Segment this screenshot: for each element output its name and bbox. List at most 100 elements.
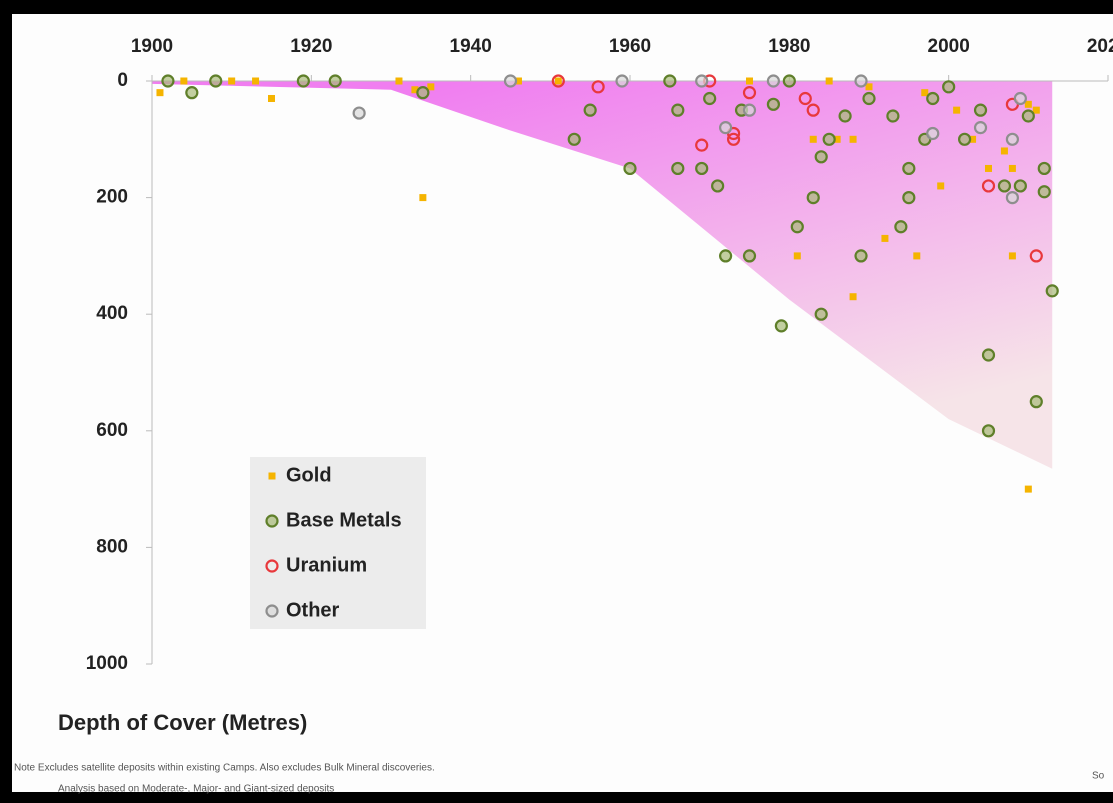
point: [862, 91, 876, 106]
point: [814, 150, 828, 164]
point: [913, 252, 921, 260]
point: [514, 77, 522, 85]
point: [953, 106, 961, 114]
point: [806, 103, 820, 117]
point: [809, 135, 817, 143]
point: [718, 121, 733, 135]
point: [902, 161, 916, 176]
point: [726, 132, 741, 146]
legend-label: Gold: [286, 464, 332, 486]
point: [793, 252, 801, 260]
point: [1029, 395, 1043, 409]
point: [981, 179, 996, 193]
point: [185, 86, 199, 100]
point: [161, 74, 175, 88]
point: [1024, 485, 1032, 493]
point: [671, 161, 685, 176]
point: [1032, 106, 1040, 114]
point: [973, 121, 988, 135]
point: [790, 220, 804, 234]
point: [567, 132, 581, 146]
point: [718, 249, 733, 263]
point: [825, 77, 833, 85]
point: [328, 74, 342, 88]
point: [902, 191, 916, 205]
point: [798, 91, 812, 106]
point: [942, 80, 956, 94]
point: [981, 348, 996, 362]
point: [746, 77, 753, 85]
point: [1008, 164, 1016, 172]
legend-marker: [265, 559, 279, 573]
point: [926, 126, 940, 141]
y-tick-label: 800: [96, 536, 128, 557]
point: [742, 249, 757, 263]
point: [416, 86, 430, 100]
point: [921, 89, 929, 97]
point: [503, 74, 518, 88]
point: [419, 194, 427, 202]
note: Note Excludes satellite deposits within …: [14, 763, 435, 774]
point: [822, 132, 836, 146]
note: Analysis based on Moderate-, Major- and …: [58, 784, 334, 795]
point: [695, 161, 709, 176]
y-tick-label: 0: [117, 70, 128, 91]
point: [742, 86, 757, 100]
point: [1013, 91, 1027, 106]
x-tick-label: 1900: [131, 36, 173, 57]
point: [985, 164, 992, 172]
point: [881, 234, 889, 242]
point: [782, 74, 796, 88]
point: [886, 109, 900, 123]
point: [671, 103, 685, 117]
point: [1029, 249, 1043, 263]
point: [969, 135, 977, 143]
point: [711, 179, 725, 193]
point: [849, 135, 857, 143]
point: [695, 74, 709, 88]
y-tick-label: 1000: [86, 653, 128, 674]
x-tick-label: 2020: [1087, 36, 1113, 57]
point: [854, 249, 868, 263]
point: [703, 91, 717, 106]
point: [973, 103, 988, 117]
point: [551, 74, 565, 88]
point: [352, 106, 366, 120]
point: [774, 319, 788, 333]
x-tick-label: 1980: [768, 36, 810, 57]
point: [1024, 100, 1032, 108]
legend-label: Other: [286, 599, 340, 621]
point: [1013, 179, 1027, 193]
point: [865, 83, 873, 91]
point: [615, 74, 629, 88]
point: [554, 77, 562, 85]
point: [180, 77, 188, 85]
point: [766, 97, 781, 111]
point: [1021, 109, 1035, 123]
point: [395, 77, 403, 85]
point: [1000, 147, 1008, 155]
point: [623, 161, 637, 176]
y-axis-label: Depth of Cover (Metres): [58, 710, 307, 735]
point: [766, 74, 781, 88]
shaded-area: [152, 81, 1053, 469]
point: [806, 191, 820, 205]
y-tick-label: 600: [96, 420, 128, 441]
point: [926, 91, 940, 106]
point: [937, 182, 945, 190]
point: [695, 138, 709, 152]
x-tick-label: 1960: [609, 36, 651, 57]
point: [1037, 185, 1051, 199]
point: [981, 424, 996, 438]
point: [663, 74, 677, 88]
point: [156, 89, 164, 97]
point: [1005, 132, 1020, 146]
point: [1005, 191, 1020, 205]
x-tick-label: 1940: [450, 36, 492, 57]
point: [427, 83, 435, 91]
point: [591, 80, 605, 94]
legend-box: [250, 457, 426, 629]
point: [957, 132, 972, 146]
